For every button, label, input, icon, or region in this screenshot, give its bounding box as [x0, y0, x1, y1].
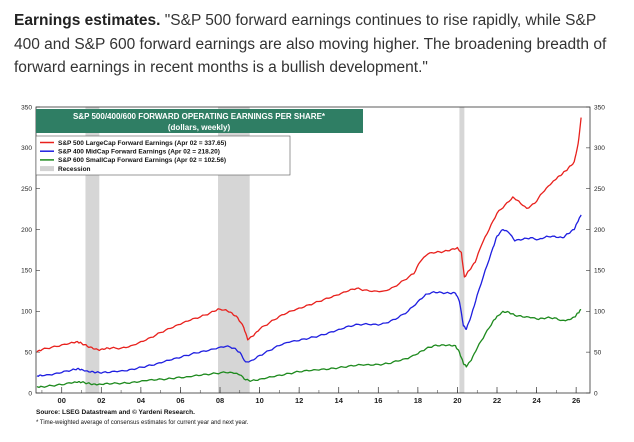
y-tick-label-left: 150 [21, 268, 32, 275]
x-tick-label: 20 [453, 396, 461, 405]
x-tick-label: 24 [532, 396, 541, 405]
y-tick-label-left: 0 [28, 390, 32, 397]
legend-label-0: S&P 500 LargeCap Forward Earnings (Apr 0… [58, 140, 226, 147]
x-tick-label: 16 [374, 396, 382, 405]
sp600-line [36, 308, 582, 388]
x-tick-label: 02 [97, 396, 105, 405]
caption: Earnings estimates. "S&P 500 forward ear… [14, 9, 624, 80]
x-tick-label: 26 [572, 396, 580, 405]
y-tick-label-left: 350 [21, 104, 32, 111]
x-tick-label: 10 [255, 396, 263, 405]
legend-label-3: Recession [58, 166, 91, 173]
y-tick-label-right: 50 [594, 349, 602, 356]
recession-band-3 [459, 107, 465, 393]
legend: S&P 500 LargeCap Forward Earnings (Apr 0… [35, 135, 291, 176]
chart-title-box: S&P 500/400/600 FORWARD OPERATING EARNIN… [36, 109, 363, 133]
chart-note: * Time-weighted average of consensus est… [36, 420, 249, 426]
legend-label-2: S&P 600 SmallCap Forward Earnings (Apr 0… [58, 157, 226, 164]
chart-container: 0 0 50 50 100 100 150 150 200 200 250 250 300 300 350 3… [0, 100, 634, 437]
y-axis: 0 0 50 50 100 100 150 150 200 200 250 250 300 300 350 3… [21, 104, 605, 397]
x-axis: 00 02 04 06 08 10 12 14 16 18 20 22 24 26 [41, 387, 580, 405]
x-tick-label: 06 [176, 396, 184, 405]
legend-box [35, 135, 291, 176]
y-tick-label-left: 200 [21, 227, 32, 234]
y-tick-label-right: 300 [594, 145, 605, 152]
legend-swatch-recession [40, 166, 54, 172]
chart-title-background [36, 109, 363, 133]
x-tick-label: 04 [137, 396, 146, 405]
sp500-line [36, 117, 582, 353]
x-tick-label: 12 [295, 396, 303, 405]
chart-subtitle: (dollars, weekly) [168, 123, 231, 132]
y-tick-label-right: 250 [594, 186, 605, 193]
x-tick-label: 18 [414, 396, 422, 405]
plot-frame [35, 106, 591, 394]
x-tick-label: 22 [493, 396, 501, 405]
recession-band-1 [85, 107, 100, 393]
legend-label-1: S&P 400 MidCap Forward Earnings (Apr 02 … [58, 149, 220, 156]
y-tick-label-left: 300 [21, 145, 32, 152]
y-tick-label-right: 0 [594, 390, 598, 397]
x-tick-label: 00 [58, 396, 66, 405]
y-tick-label-right: 150 [594, 268, 605, 275]
caption-body: "S&P 500 forward earnings continues to r… [14, 12, 607, 76]
y-tick-label-left: 250 [21, 186, 32, 193]
series-layer [36, 117, 582, 388]
y-tick-label-left: 50 [25, 349, 33, 356]
y-tick-label-left: 100 [21, 309, 32, 316]
chart-source: Source: LSEG Datastream and © Yardeni Re… [36, 408, 195, 416]
caption-lead: Earnings estimates. [14, 12, 161, 29]
chart-title: S&P 500/400/600 FORWARD OPERATING EARNIN… [73, 112, 326, 121]
sp400-line [36, 214, 582, 377]
x-tick-label: 14 [335, 396, 344, 405]
y-tick-label-right: 350 [594, 104, 605, 111]
x-tick-label: 08 [216, 396, 224, 405]
y-tick-label-right: 200 [594, 227, 605, 234]
y-tick-label-right: 100 [594, 309, 605, 316]
